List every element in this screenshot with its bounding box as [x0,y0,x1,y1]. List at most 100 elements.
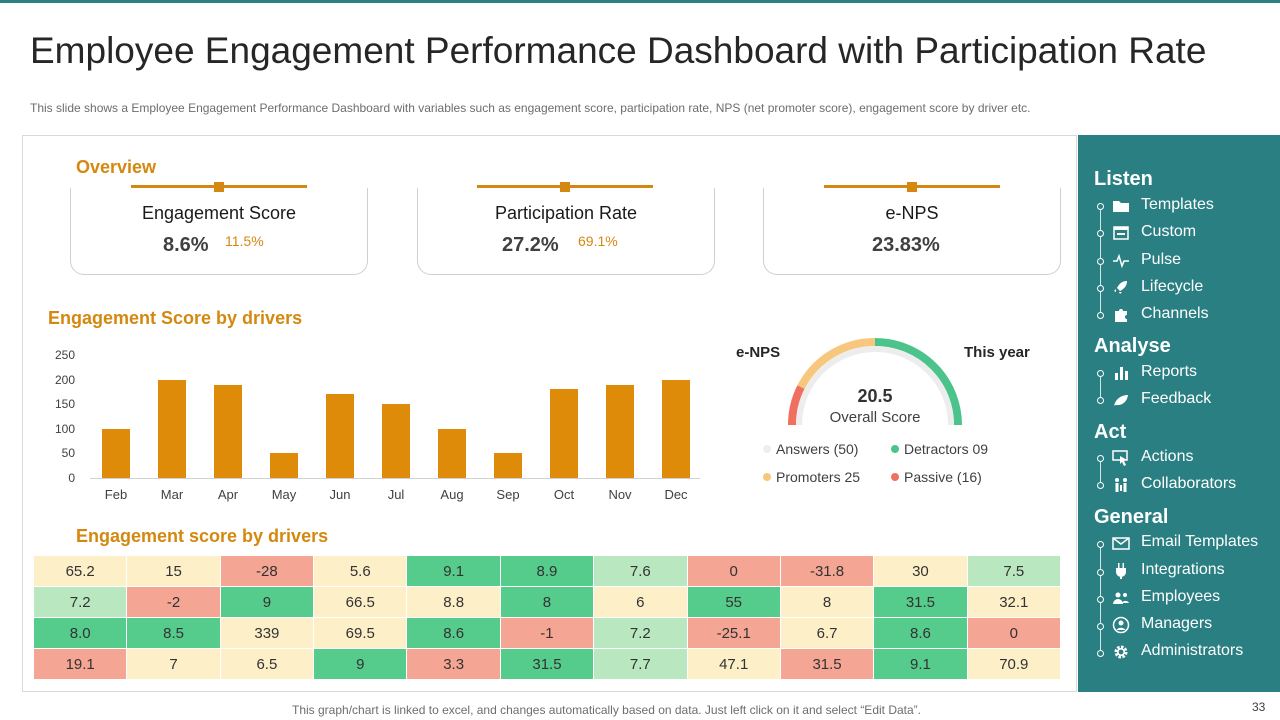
page-title: Employee Engagement Performance Dashboar… [30,30,1207,71]
sidebar-node [1097,623,1104,630]
x-tick-label: Feb [104,487,128,502]
card-accent-dot [907,182,917,192]
legend-swatch [891,473,899,481]
heatmap-cell: 0 [966,617,1062,649]
sidebar-node [1097,455,1104,462]
gauge-right-label: This year [964,344,1030,361]
y-tick-label: 200 [54,372,75,387]
sidebar-item-label: Actions [1141,448,1194,465]
card-accent-dot [560,182,570,192]
gauge-segment-passive [787,385,805,426]
x-tick-label: Aug [440,487,464,502]
heatmap-cell: 9 [219,586,315,618]
bar-chart-heading: Engagement Score by drivers [48,308,303,328]
sidebar-node [1097,397,1104,404]
sidebar-item-label: Collaborators [1141,475,1237,492]
bar-oct [550,389,578,478]
bar-mar [158,379,186,478]
sidebar-heading-act: Act [1094,421,1127,443]
overview-heading: Overview [76,157,157,177]
heatmap-row: 7.2 -2 9 66.5 8.8 8 6 55 8 31.5 32.1 [32,586,1062,618]
x-tick-label: Oct [553,487,575,502]
sidebar-item-label: Lifecycle [1141,278,1204,295]
gauge-score-label: Overall Score [829,409,921,426]
heatmap-cell: 8.8 [406,586,501,618]
sidebar-node [1097,258,1104,265]
sidebar-item-label: Custom [1141,223,1197,240]
heatmap-cell: 3.3 [406,648,501,680]
heatmap-cell: 8.5 [126,617,221,649]
collaborators-icon [1115,478,1127,492]
heatmap-cell: 30 [873,555,968,587]
heatmap-cell: 7 [126,648,221,680]
heatmap-cell: 47.1 [686,648,781,680]
heatmap-cell: 31.5 [873,586,968,618]
folder-icon [1113,201,1129,212]
sidebar-node [1097,569,1104,576]
x-tick-label: Mar [160,487,184,502]
x-tick-label: Nov [608,487,632,502]
heatmap-cell: 9 [313,648,408,680]
cursor-icon [1112,450,1128,466]
card-title: Engagement Score [141,203,297,223]
footer-note: This graph/chart is linked to excel, and… [292,703,921,717]
heatmap-cell: 8.6 [873,617,968,649]
legend-passive: Passive (16) [891,469,982,485]
bar-jun [326,394,354,478]
gauge-inner-track [796,346,954,426]
x-tick-label: Jul [387,487,405,502]
card-title: e-NPS [885,203,939,223]
heatmap-cell: -28 [219,555,315,587]
sidebar-item-label: Feedback [1141,390,1212,407]
heatmap-cell: 7.6 [593,555,688,587]
card-frame [763,188,1061,275]
heatmap-cell: -25.1 [686,617,781,649]
puzzle-icon [1115,309,1127,322]
sidebar-node [1097,650,1104,657]
heatmap-row: 8.0 8.5 339 69.5 8.6 -1 7.2 -25.1 6.7 8.6 0 [32,617,1062,649]
sidebar-node [1097,482,1104,489]
heatmap-cell: 70.9 [966,648,1062,680]
top-accent-bar [0,0,1280,3]
heatmap-cell: -2 [126,586,221,618]
heatmap-cell: 9.1 [873,648,968,680]
sidebar-node [1097,312,1104,319]
legend-label: Promoters 25 [776,469,861,485]
x-tick-label: Sep [496,487,520,502]
page-subtitle: This slide shows a Employee Engagement P… [30,101,1031,115]
bar-aug [438,428,466,478]
y-tick-label: 250 [54,348,75,362]
heatmap-cell: 69.5 [313,617,408,649]
dashboard-panel [22,135,1077,692]
sidebar-node [1097,285,1104,292]
sidebar-node [1097,541,1104,548]
card-value: 8.6% [163,234,209,256]
heatmap-cell: -31.8 [779,555,875,587]
legend-swatch [891,445,899,453]
y-tick-label: 100 [54,421,75,436]
user-circle-icon [1112,616,1130,634]
custom-icon [1113,226,1129,240]
sidebar-node [1097,596,1104,603]
x-tick-label: Jun [329,487,351,502]
card-title: Participation Rate [494,203,638,223]
x-axis-line [90,478,700,479]
sidebar-heading-listen: Listen [1094,168,1153,190]
sidebar-item-label: Integrations [1141,561,1225,578]
sidebar-item-label: Templates [1141,196,1214,213]
bar-sep [494,453,522,478]
card-value: 27.2% [502,234,559,256]
legend-swatch [763,445,771,453]
heatmap-cell: 8 [499,586,595,618]
bar-jul [382,404,410,478]
heatmap-heading: Engagement score by drivers [76,526,329,546]
sidebar-node [1097,230,1104,237]
heatmap-cell: 8.9 [499,555,595,587]
sidebar-node [1097,370,1104,377]
sidebar-node [1097,203,1104,210]
gauge-score: 20.5 [857,386,893,406]
bar-dec [662,379,690,478]
heatmap-cell: 6.7 [779,617,875,649]
sidebar-item-label: Email Templates [1141,533,1259,550]
heatmap-cell: 32.1 [966,586,1062,618]
